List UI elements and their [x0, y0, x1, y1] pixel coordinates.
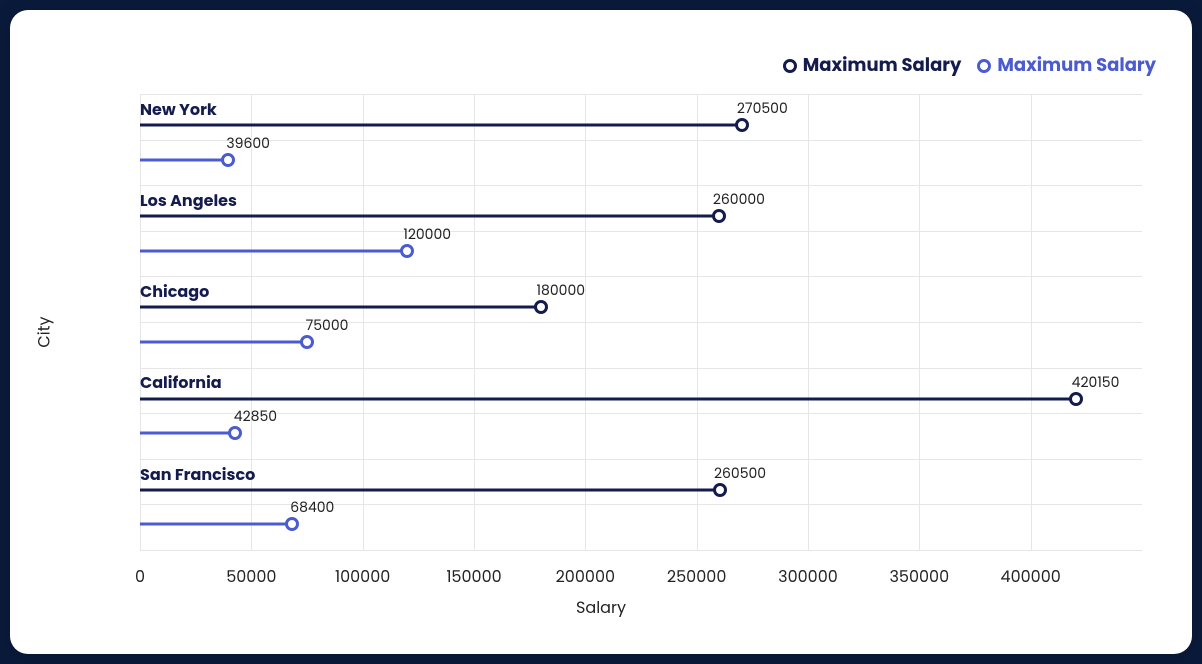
legend: Maximum Salary Maximum Salary [783, 52, 1156, 79]
value-label: 420150 [1072, 372, 1120, 393]
x-tick-label: 50000 [226, 550, 276, 589]
value-label: 260500 [714, 463, 766, 484]
category-label: Chicago [140, 279, 209, 304]
gridline-horizontal [140, 140, 1142, 141]
value-label: 260000 [713, 189, 765, 210]
category-label: New York [140, 97, 217, 122]
lollipop-marker [712, 209, 726, 223]
value-label: 39600 [226, 133, 270, 154]
lollipop-marker [735, 118, 749, 132]
x-tick-label: 350000 [889, 550, 949, 589]
x-tick-label: 300000 [778, 550, 838, 589]
lollipop-marker [713, 483, 727, 497]
category-label: Los Angeles [140, 188, 237, 213]
x-tick-label: 200000 [556, 550, 615, 589]
gridline-horizontal [140, 459, 1142, 460]
x-axis-label: Salary [10, 595, 1192, 620]
lollipop-line [140, 158, 228, 161]
value-label: 270500 [737, 98, 788, 119]
lollipop-line [140, 432, 235, 435]
lollipop-line [140, 397, 1076, 400]
legend-marker-icon [977, 59, 991, 73]
gridline-horizontal [140, 94, 1142, 95]
x-tick-label: 100000 [335, 550, 390, 589]
legend-item: Maximum Salary [977, 52, 1156, 79]
lollipop-marker [285, 517, 299, 531]
lollipop-marker [228, 426, 242, 440]
x-tick-label: 150000 [446, 550, 501, 589]
category-label: San Francisco [140, 462, 255, 487]
gridline-horizontal [140, 185, 1142, 186]
gridline-horizontal [140, 322, 1142, 323]
lollipop-line [140, 124, 742, 127]
x-tick-label: 0 [135, 550, 145, 589]
value-label: 75000 [306, 315, 349, 336]
lollipop-marker [400, 244, 414, 258]
lollipop-line [140, 249, 407, 252]
legend-label: Maximum Salary [997, 52, 1156, 79]
category-label: California [140, 370, 222, 395]
value-label: 68400 [290, 497, 334, 518]
legend-marker-icon [783, 59, 797, 73]
gridline-horizontal [140, 231, 1142, 232]
lollipop-marker [1069, 392, 1083, 406]
lollipop-line [140, 488, 720, 491]
lollipop-marker [534, 300, 548, 314]
x-tick-label: 250000 [667, 550, 726, 589]
lollipop-line [140, 341, 307, 344]
gridline-horizontal [140, 276, 1142, 277]
value-label: 120000 [403, 224, 451, 245]
x-tick-label: 400000 [1001, 550, 1061, 589]
gridline-horizontal [140, 368, 1142, 369]
chart-card: Maximum SalaryMaximum Salary City 050000… [10, 10, 1192, 654]
y-axis-label: City [32, 316, 57, 347]
value-label: 180000 [537, 280, 585, 301]
value-label: 42850 [234, 406, 277, 427]
legend-item: Maximum Salary [783, 52, 962, 79]
lollipop-marker [300, 335, 314, 349]
lollipop-line [140, 523, 292, 526]
gridline-horizontal [140, 413, 1142, 414]
gridline-horizontal [140, 550, 1142, 551]
lollipop-line [140, 215, 719, 218]
legend-label: Maximum Salary [803, 52, 962, 79]
lollipop-line [140, 306, 541, 309]
lollipop-marker [221, 153, 235, 167]
plot-area: 0500001000001500002000002500003000003500… [140, 94, 1142, 550]
